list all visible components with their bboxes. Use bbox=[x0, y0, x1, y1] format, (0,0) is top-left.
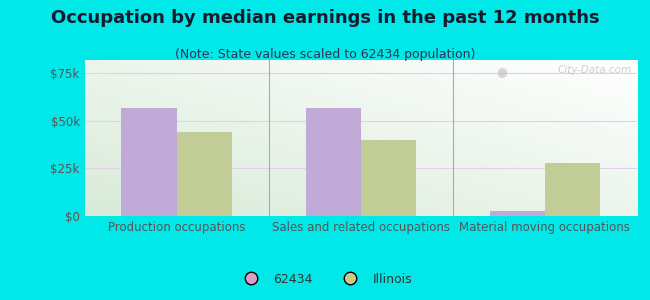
Text: City-Data.com: City-Data.com bbox=[557, 65, 632, 75]
Bar bbox=[177, 132, 232, 216]
Bar bbox=[122, 108, 177, 216]
Legend: 62434, Illinois: 62434, Illinois bbox=[233, 268, 417, 291]
Bar bbox=[306, 108, 361, 216]
Bar bbox=[361, 140, 416, 216]
Text: ●: ● bbox=[497, 65, 507, 78]
Bar bbox=[545, 163, 600, 216]
Bar bbox=[489, 211, 545, 216]
Text: Occupation by median earnings in the past 12 months: Occupation by median earnings in the pas… bbox=[51, 9, 599, 27]
Text: (Note: State values scaled to 62434 population): (Note: State values scaled to 62434 popu… bbox=[175, 48, 475, 61]
